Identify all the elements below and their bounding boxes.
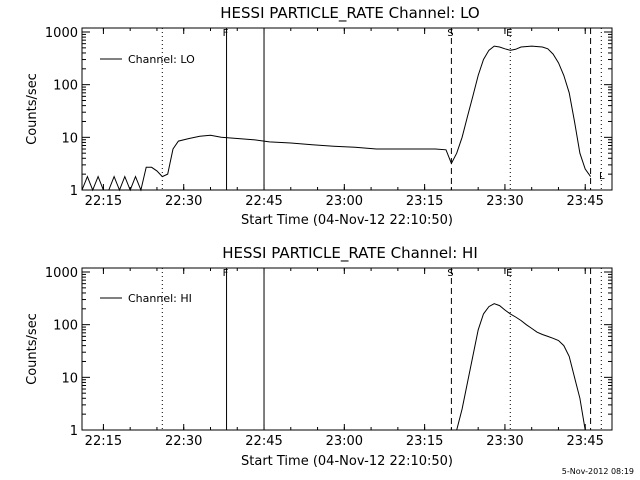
y-tick-label: 10 bbox=[61, 131, 78, 146]
panel-lo: HESSI PARTICLE_RATE Channel: LO F S E L 22:… bbox=[25, 4, 613, 228]
x-tick-label: 23:45 bbox=[566, 434, 603, 449]
x-tick-label: 23:15 bbox=[406, 434, 443, 449]
x-tick-label: 23:15 bbox=[406, 194, 443, 209]
x-ticks-hi: 22:15 22:30 22:45 23:00 23:15 23:30 23:45 bbox=[85, 268, 613, 449]
legend-hi: Channel: HI bbox=[100, 292, 192, 305]
series-line-lo bbox=[81, 45, 592, 192]
x-axis-label-hi: Start Time (04-Nov-12 22:10:50) bbox=[241, 454, 453, 469]
x-tick-label: 23:45 bbox=[566, 194, 603, 209]
x-tick-label: 22:15 bbox=[85, 194, 122, 209]
marker-label: S bbox=[447, 28, 453, 39]
x-axis-label-lo: Start Time (04-Nov-12 22:10:50) bbox=[241, 213, 453, 228]
plot-frame-hi bbox=[81, 267, 613, 431]
marker-label: F bbox=[223, 268, 229, 279]
x-tick-label: 23:30 bbox=[486, 194, 523, 209]
y-axis-label-lo: Counts/sec bbox=[25, 73, 40, 145]
y-tick-label: 10 bbox=[61, 371, 78, 386]
x-tick-label: 22:45 bbox=[245, 434, 282, 449]
legend-label-hi: Channel: HI bbox=[128, 292, 192, 305]
x-tick-label: 23:30 bbox=[486, 434, 523, 449]
y-tick-label: 1000 bbox=[45, 266, 78, 281]
x-ticks-lo: 22:15 22:30 22:45 23:00 23:15 23:30 23:45 bbox=[85, 28, 613, 209]
panel-hi: HESSI PARTICLE_RATE Channel: HI F S E 22:1… bbox=[25, 244, 613, 469]
y-ticks-lo: 1 10 100 1000 bbox=[45, 26, 612, 199]
marker-label: S bbox=[447, 268, 453, 279]
marker-label: E bbox=[506, 28, 512, 39]
y-ticks-hi: 1 10 100 1000 bbox=[45, 266, 612, 439]
y-tick-label: 1 bbox=[70, 424, 78, 439]
x-tick-label: 23:00 bbox=[326, 434, 363, 449]
plot-frame-lo bbox=[81, 27, 613, 191]
y-tick-label: 1000 bbox=[45, 26, 78, 41]
y-tick-label: 100 bbox=[53, 79, 78, 94]
x-tick-label: 22:15 bbox=[85, 434, 122, 449]
y-tick-label: 100 bbox=[53, 319, 78, 334]
x-tick-label: 22:30 bbox=[165, 434, 202, 449]
x-tick-label: 23:00 bbox=[326, 194, 363, 209]
timestamp: 5-Nov-2012 08:19 bbox=[562, 467, 634, 476]
chart-title-lo: HESSI PARTICLE_RATE Channel: LO bbox=[220, 4, 479, 23]
y-tick-label: 1 bbox=[70, 184, 78, 199]
chart-title-hi: HESSI PARTICLE_RATE Channel: HI bbox=[222, 244, 478, 263]
x-tick-label: 22:45 bbox=[245, 194, 282, 209]
marker-label: E bbox=[506, 268, 512, 279]
x-tick-label: 22:30 bbox=[165, 194, 202, 209]
legend-lo: Channel: LO bbox=[100, 53, 195, 66]
marker-label: L bbox=[599, 171, 605, 182]
y-axis-label-hi: Counts/sec bbox=[25, 313, 40, 385]
marker-label: F bbox=[223, 28, 229, 39]
markers-lo: F S E L bbox=[161, 28, 605, 190]
legend-label-lo: Channel: LO bbox=[128, 53, 195, 66]
series-line-hi bbox=[456, 303, 586, 431]
